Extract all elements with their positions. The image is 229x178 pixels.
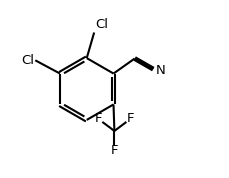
Text: F: F (126, 112, 134, 125)
Text: N: N (155, 64, 164, 77)
Text: Cl: Cl (21, 54, 34, 67)
Text: F: F (110, 144, 118, 157)
Text: Cl: Cl (95, 18, 108, 31)
Text: F: F (94, 112, 102, 125)
